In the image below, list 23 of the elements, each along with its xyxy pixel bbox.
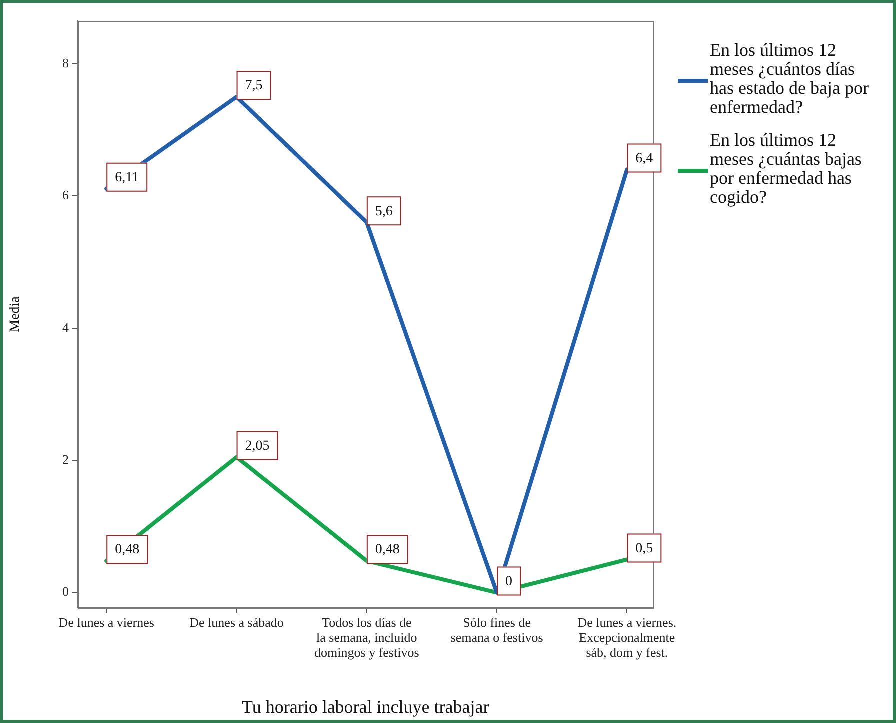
data-label: 6,4 [636,151,654,166]
data-label: 0 [506,574,513,590]
x-tick-label: De lunes a viernes. Excepcionalmente sáb, dom y fest. [578,614,677,660]
y-axis-title: Media [8,296,24,332]
x-tick-label: De lunes a viernes [58,614,154,630]
y-tick-label: 8 [62,55,69,70]
y-tick-label: 4 [62,320,70,335]
data-label: 5,6 [375,204,393,220]
x-tick-label: Sólo fines de semana o festivos [450,614,544,645]
legend-label: En los últimos 12 meses ¿cuántos días has estado de baja por enfermedad? [710,40,869,117]
data-label: 0,5 [636,541,654,556]
data-label: 7,5 [245,78,263,94]
x-tick-label: De lunes a sábado [190,614,284,630]
y-tick-label: 6 [62,188,70,203]
x-axis-title: Tu horario laboral incluye trabajar [242,696,490,717]
y-tick-label: 2 [62,452,69,468]
legend-label: En los últimos 12 meses ¿cuántas bajas por enfermedad has cogido? [710,130,862,207]
data-label: 0,48 [375,542,400,558]
x-tick-label: Todos los días de la semana, incluido domingos y festivos [314,614,420,660]
data-label: 6,11 [115,170,140,186]
data-label: 2,05 [245,438,270,454]
data-label: 0,48 [115,542,140,558]
y-tick-label: 0 [62,584,69,600]
